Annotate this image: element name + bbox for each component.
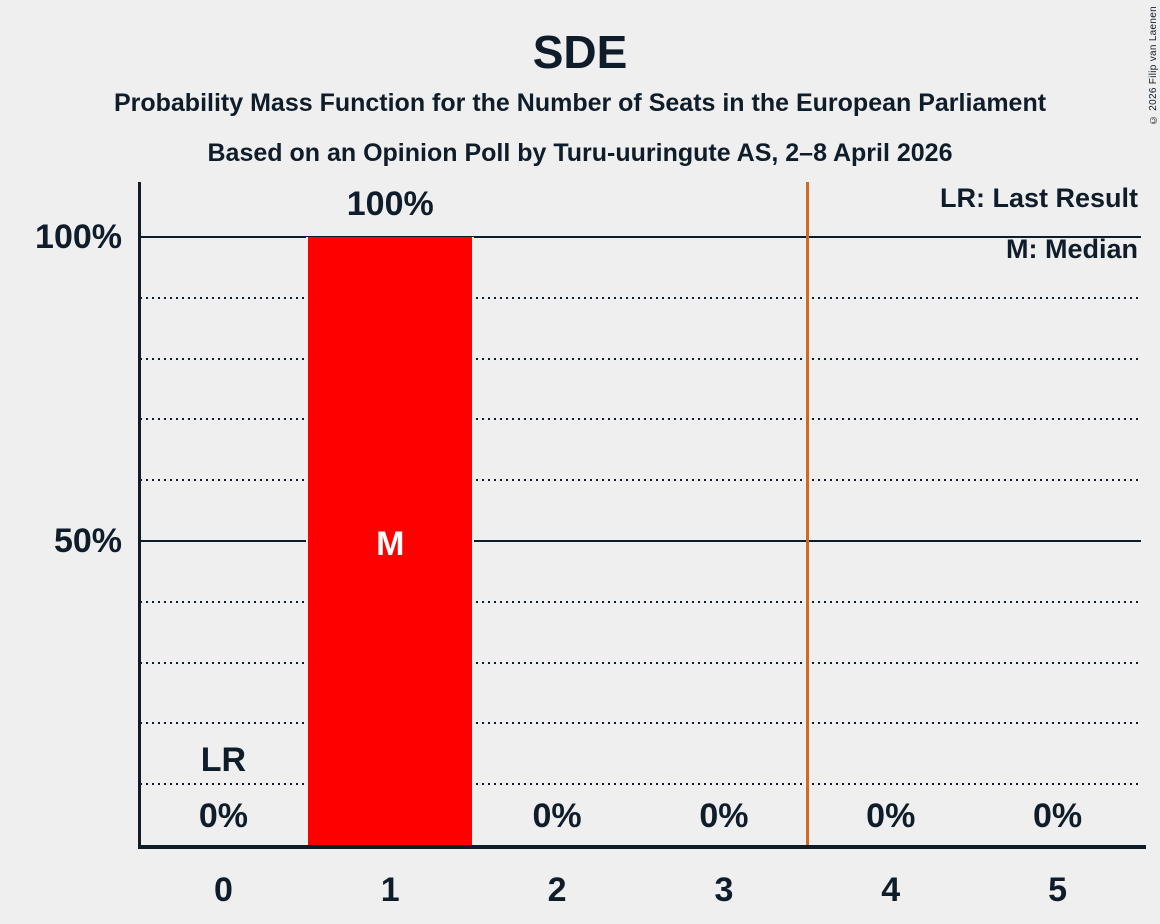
x-tick-label-4: 4 <box>881 871 901 909</box>
gridline-dotted-40pct <box>140 600 1141 603</box>
bar-value-label-seat-5: 0% <box>1033 797 1083 835</box>
gridline-dotted-30pct <box>140 661 1141 664</box>
bar-value-label-seat-3: 0% <box>699 797 749 835</box>
last-result-marker: LR <box>200 741 247 779</box>
legend-median: M: Median <box>1006 234 1138 264</box>
bar-value-label-seat-0: 0% <box>198 797 248 835</box>
y-axis-tick-label-50: 50% <box>53 522 122 560</box>
bar-value-label-seat-1: 100% <box>346 185 434 223</box>
x-tick-label-1: 1 <box>380 871 400 909</box>
copyright-note: © 2026 Filip van Laenen <box>1148 6 1159 126</box>
x-axis-line <box>138 845 1146 849</box>
gridline-dotted-10pct <box>140 783 1141 786</box>
bar-seat-1 <box>308 237 473 845</box>
x-tick-label-0: 0 <box>213 871 233 909</box>
y-axis-tick-label-100: 100% <box>35 218 122 256</box>
majority-threshold-line <box>805 182 809 845</box>
x-tick-label-3: 3 <box>714 871 734 909</box>
gridline-dotted-90pct <box>140 296 1141 299</box>
x-tick-label-5: 5 <box>1048 871 1068 909</box>
median-marker: M <box>376 525 405 563</box>
chart-title: SDE <box>532 26 628 78</box>
chart-subtitle-line1: Probability Mass Function for the Number… <box>113 89 1047 117</box>
gridline-dotted-60pct <box>140 479 1141 482</box>
chart-subtitle-line2: Based on an Opinion Poll by Turu-uuringu… <box>207 139 953 167</box>
y-axis-line <box>138 182 141 849</box>
legend-last-result: LR: Last Result <box>939 183 1138 213</box>
gridline-solid-50pct <box>140 540 1141 542</box>
gridline-dotted-70pct <box>140 418 1141 421</box>
gridline-solid-100pct <box>140 236 1141 238</box>
bar-value-label-seat-4: 0% <box>866 797 916 835</box>
gridline-dotted-80pct <box>140 357 1141 360</box>
gridline-dotted-20pct <box>140 722 1141 725</box>
bar-value-label-seat-2: 0% <box>532 797 582 835</box>
x-tick-label-2: 2 <box>547 871 567 909</box>
